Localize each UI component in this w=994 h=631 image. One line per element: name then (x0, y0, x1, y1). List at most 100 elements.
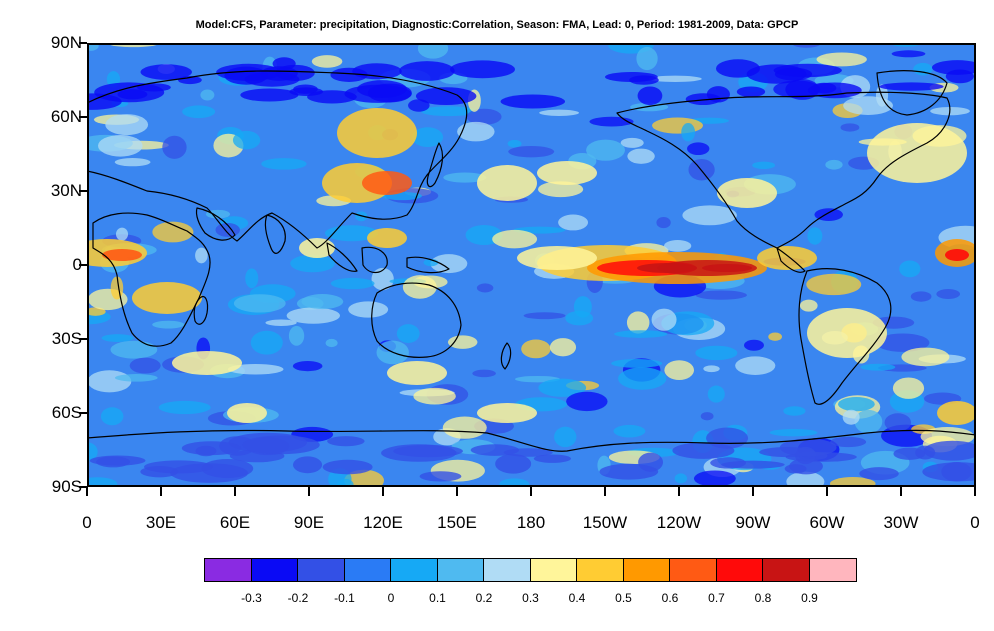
correlation-field-patches (87, 43, 976, 487)
field-patch (807, 227, 823, 245)
field-patch (337, 108, 417, 158)
field-patch (417, 43, 449, 59)
field-patch (411, 127, 444, 148)
field-patch (736, 86, 766, 98)
colorbar-label: 0.9 (801, 591, 818, 605)
field-patch (182, 105, 216, 119)
field-patch (381, 444, 457, 462)
field-patch (626, 311, 650, 334)
field-patch (715, 59, 760, 78)
field-patch (507, 139, 522, 148)
colorbar-swatch (484, 559, 531, 581)
lon-label: 120E (363, 513, 403, 532)
coastline-antarctica (87, 429, 976, 452)
lon-tick (308, 487, 310, 496)
field-patch (637, 263, 697, 273)
field-patch (240, 88, 299, 102)
lat-tick (79, 338, 87, 340)
field-patch (566, 391, 608, 412)
lat-tick (79, 486, 87, 488)
field-patch (227, 403, 267, 423)
field-patch (521, 339, 551, 359)
field-patch (838, 397, 875, 412)
colorbar-label: 0.6 (661, 591, 679, 605)
field-patch (807, 308, 887, 358)
field-patch (674, 473, 688, 484)
field-patch (324, 225, 379, 242)
lat-tick (79, 264, 87, 266)
field-patch (695, 345, 738, 361)
coastline-africa (92, 212, 211, 347)
field-patch (348, 301, 389, 318)
lon-tick (456, 487, 458, 496)
field-patch (330, 67, 368, 82)
field-patch (301, 294, 344, 310)
field-patch (399, 61, 455, 81)
field-patch (442, 416, 487, 439)
field-patch (768, 332, 782, 341)
colorbar-swatch (763, 559, 810, 581)
field-patch (923, 440, 976, 461)
coastline-borneo (361, 246, 388, 274)
field-patch (814, 208, 843, 221)
field-patch (757, 246, 817, 270)
lon-tick (826, 487, 828, 496)
field-patch (614, 330, 668, 338)
field-patch (87, 43, 99, 51)
field-patch (181, 441, 242, 456)
field-patch (162, 135, 187, 159)
field-patch (685, 93, 721, 106)
colorbar-swatch (344, 559, 391, 581)
colorbar-swatch (205, 559, 252, 581)
colorbar-swatch (716, 559, 763, 581)
field-patch (830, 436, 867, 448)
field-patch (288, 325, 305, 346)
colorbar-swatch (809, 559, 856, 581)
field-patch (806, 273, 862, 296)
field-patch (539, 109, 580, 116)
field-patch (100, 407, 124, 426)
field-patch (140, 466, 179, 478)
field-patch (322, 459, 373, 475)
field-patch (292, 360, 323, 372)
field-patch (195, 247, 208, 264)
field-patch (693, 470, 736, 487)
lon-tick (160, 487, 162, 496)
field-patch (652, 117, 704, 134)
colorbar-swatch (251, 559, 298, 581)
field-patch (702, 264, 752, 272)
field-patch (860, 363, 896, 371)
lon-label: 60W (809, 513, 845, 532)
field-patch (457, 121, 495, 142)
coastline-japan (426, 142, 444, 188)
field-patch (172, 351, 242, 375)
field-patch (387, 361, 447, 385)
colorbar-label: 0.8 (754, 591, 772, 605)
field-patch (840, 123, 860, 132)
coastlines (87, 70, 976, 452)
colorbar-swatch (670, 559, 717, 581)
field-patch (307, 90, 357, 104)
field-patch (115, 227, 129, 241)
field-patch (470, 444, 520, 456)
field-patch (517, 246, 597, 270)
colorbar-swatch (623, 559, 670, 581)
field-patch (330, 277, 375, 290)
field-patch (945, 249, 969, 261)
field-patch (773, 63, 842, 78)
field-patch (499, 478, 530, 487)
field-patch (492, 229, 538, 249)
colorbar-label: 0 (387, 591, 395, 605)
field-patch (636, 46, 658, 71)
coastline-new-zealand (500, 342, 512, 370)
field-patch (362, 171, 412, 195)
coastline-north-america (616, 91, 951, 249)
coastline-south-america (798, 268, 892, 405)
field-patch (325, 338, 338, 348)
field-patch (549, 338, 577, 357)
field-patch (129, 357, 161, 374)
coastline-australia (371, 282, 462, 358)
coastline-eurasia (87, 70, 468, 249)
field-patch (466, 108, 502, 125)
field-patch (867, 123, 967, 183)
